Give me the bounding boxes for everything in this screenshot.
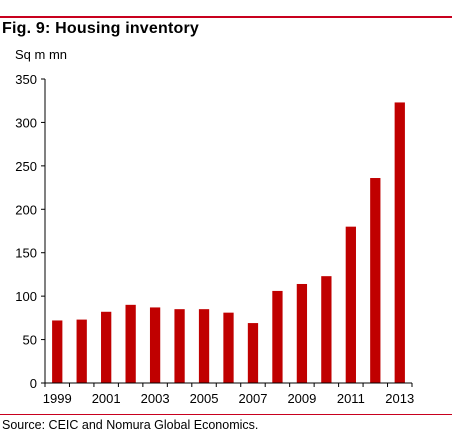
x-tick-label: 2009 [287, 391, 316, 406]
y-tick-label: 150 [15, 246, 37, 261]
y-tick-label: 300 [15, 115, 37, 130]
bar-2006 [223, 312, 234, 383]
bar-1999 [52, 320, 63, 383]
x-tick-label: 2001 [92, 391, 121, 406]
bar-2002 [125, 304, 136, 383]
bar-2013 [394, 102, 405, 383]
bar-2008 [272, 290, 283, 383]
x-tick-label: 2005 [190, 391, 219, 406]
y-tick-label: 200 [15, 202, 37, 217]
y-tick-labels: 0 50 100 150 200 250 300 350 [15, 72, 45, 391]
x-tick-label: 1999 [43, 391, 72, 406]
bar-2007 [247, 323, 259, 383]
bar-2001 [101, 311, 112, 383]
bar-2003 [149, 307, 161, 383]
y-tick-label: 100 [15, 289, 37, 304]
bar-2012 [370, 178, 381, 383]
bar-2000 [76, 319, 87, 383]
axes [44, 79, 412, 384]
bar-2009 [296, 283, 308, 383]
bar-2005 [198, 309, 210, 383]
bar-2004 [174, 309, 185, 383]
source-rule [0, 414, 452, 415]
figure-title: Fig. 9: Housing inventory [2, 20, 200, 37]
x-tick-label: 2007 [239, 391, 268, 406]
source-note: Source: CEIC and Nomura Global Economics… [2, 418, 259, 432]
x-tick-label: 2011 [337, 391, 365, 406]
y-tick-label: 0 [30, 376, 37, 391]
bar-2011 [345, 226, 356, 383]
x-tick-label: 2003 [141, 391, 170, 406]
bar-2010 [321, 276, 332, 383]
y-tick-label: 350 [15, 72, 37, 87]
x-tick-labels: 1999 2001 2003 2005 2007 2009 2011 2013 [43, 383, 414, 406]
x-tick-label: 2013 [385, 391, 414, 406]
y-tick-label: 250 [15, 159, 37, 174]
bar-series [52, 102, 405, 383]
y-tick-label: 50 [23, 333, 37, 348]
y-axis-unit-label: Sq m mn [15, 47, 67, 62]
title-rule [0, 16, 452, 18]
